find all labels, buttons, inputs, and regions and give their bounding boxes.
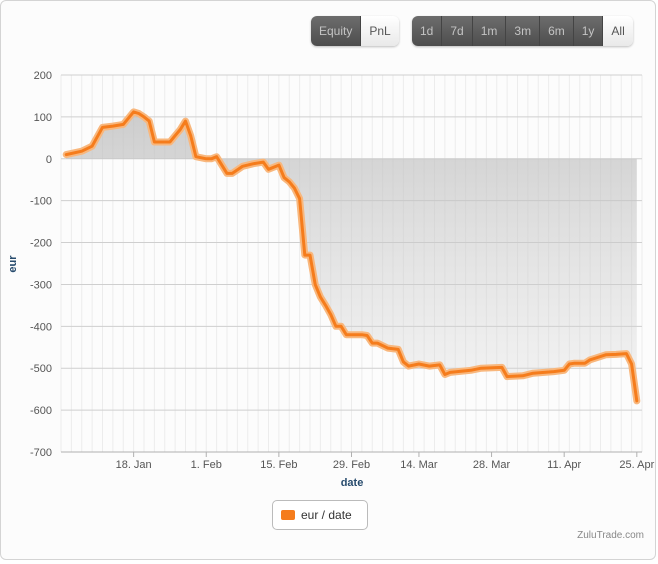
mode-toggle: Equity PnL [311,16,399,46]
y-axis-title: eur [7,255,19,273]
x-axis: 18. Jan 1. Feb 15. Feb 29. Feb 14. Mar 28. Ma… [61,451,655,471]
x-tick-label: 18. Jan [116,459,152,471]
range-7d-button[interactable]: 7d [442,16,473,46]
y-tick-label: -500 [30,363,52,375]
x-tick-label: 28. Mar [473,459,511,471]
x-axis-title: date [341,477,364,489]
legend-swatch [281,510,295,520]
credit-text[interactable]: ZuluTrade.com [577,530,644,541]
y-axis: 200 100 0 -100 -200 -300 -400 -500 -600 -700 [30,70,52,459]
x-tick-label: 11. Apr [547,459,581,471]
y-tick-label: -100 [30,196,52,208]
series-line[interactable] [64,110,639,403]
equity-button[interactable]: Equity [311,16,362,46]
pnl-chart: 200 100 0 -100 -200 -300 -400 -500 -600 -700 18. … [7,70,655,489]
x-tick-label: 29. Feb [333,459,370,471]
x-tick-label: 14. Mar [400,459,438,471]
range-3m-button[interactable]: 3m [506,16,541,46]
y-tick-label: -200 [30,238,52,250]
y-tick-label: -400 [30,321,52,333]
y-tick-label: 100 [34,112,52,124]
x-tick-label: 15. Feb [260,459,297,471]
series-group [62,108,641,405]
range-1m-button[interactable]: 1m [472,16,507,46]
x-tick-label: 1. Feb [191,459,222,471]
series-area [66,111,637,401]
y-tick-label: -700 [30,447,52,459]
y-tick-label: 0 [46,154,52,166]
y-tick-label: -300 [30,279,52,291]
range-6m-button[interactable]: 6m [540,16,574,46]
x-tick-label: 25. Apr [619,459,654,471]
y-tick-label: 200 [34,70,52,82]
legend-label: eur / date [301,508,352,522]
range-selector: 1d 7d 1m 3m 6m 1y All [412,16,633,46]
range-1d-button[interactable]: 1d [412,16,443,46]
y-tick-label: -600 [30,405,52,417]
range-1y-button[interactable]: 1y [573,16,604,46]
legend[interactable]: eur / date [272,500,368,530]
pnl-button[interactable]: PnL [361,16,399,46]
range-all-button[interactable]: All [603,16,633,46]
